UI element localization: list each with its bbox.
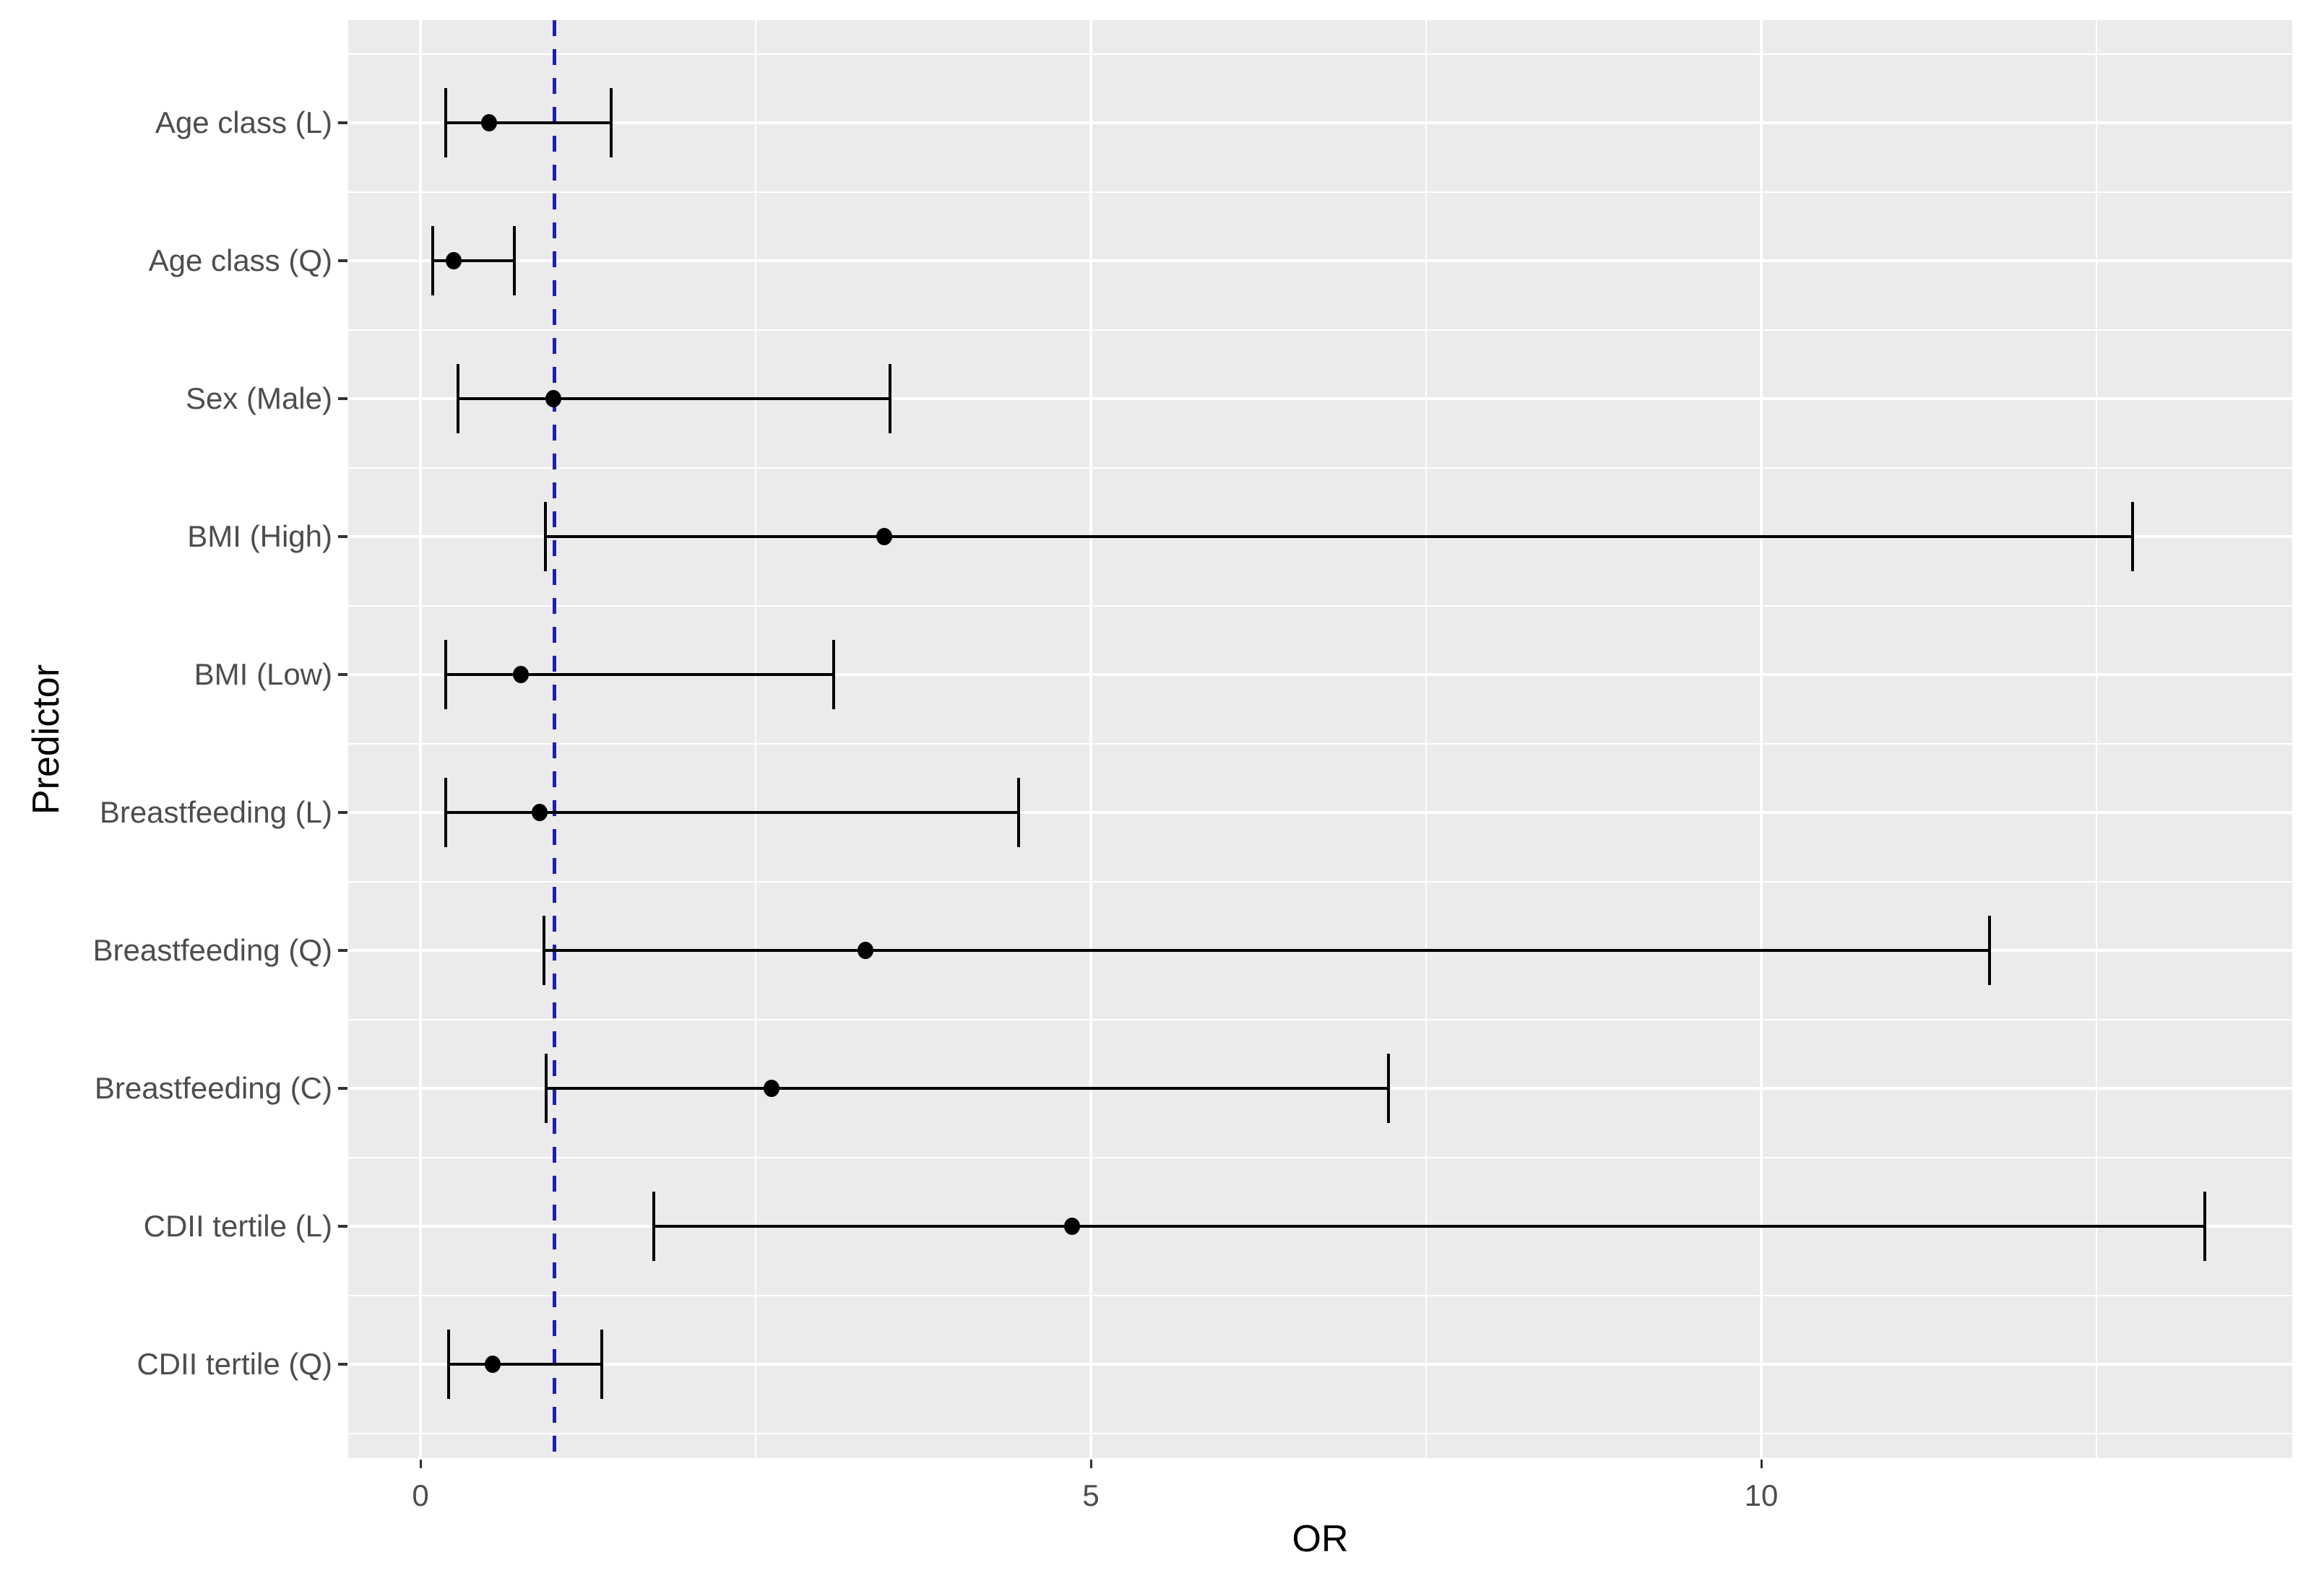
ci-cap-low xyxy=(444,640,448,709)
x-axis-tick xyxy=(419,1460,422,1468)
y-axis-category-label: Age class (Q) xyxy=(148,243,332,277)
minor-v-gridline xyxy=(1425,20,1427,1458)
ci-cap-high xyxy=(2131,502,2135,571)
ci-cap-low xyxy=(652,1192,655,1261)
y-axis-tick xyxy=(338,1087,347,1090)
or-point xyxy=(513,666,530,683)
y-axis-category-label: CDII tertile (Q) xyxy=(137,1347,332,1381)
ci-cap-low xyxy=(543,502,547,571)
y-axis-tick xyxy=(338,535,347,538)
x-axis-title: OR xyxy=(1292,1518,1349,1560)
or-point xyxy=(545,390,561,407)
minor-h-gridline xyxy=(348,742,2292,745)
ci-cap-high xyxy=(1387,1054,1391,1123)
ci-line xyxy=(653,1225,2206,1228)
y-axis-tick xyxy=(338,121,347,124)
ci-cap-low xyxy=(444,778,448,847)
or-point xyxy=(480,114,497,131)
or-point xyxy=(858,942,874,959)
or-point xyxy=(1064,1218,1081,1235)
ci-cap-high xyxy=(1987,916,1991,985)
y-axis-category-label: Breastfeeding (Q) xyxy=(92,933,333,967)
minor-h-gridline xyxy=(348,1018,2292,1020)
or-point xyxy=(446,252,462,269)
y-axis-category-label: Breastfeeding (C) xyxy=(94,1071,332,1105)
y-axis-tick xyxy=(338,673,347,676)
reference-line-or-1 xyxy=(553,20,557,1458)
major-v-gridline xyxy=(1760,20,1763,1458)
minor-h-gridline xyxy=(348,329,2292,331)
ci-cap-low xyxy=(542,916,545,985)
y-axis-tick xyxy=(338,1363,347,1366)
ci-cap-high xyxy=(600,1330,603,1399)
major-h-gridline xyxy=(348,673,2292,676)
ci-cap-low xyxy=(431,226,434,295)
ci-line xyxy=(546,1087,1389,1090)
minor-h-gridline xyxy=(348,467,2292,469)
y-axis-tick xyxy=(338,259,347,262)
y-axis-tick xyxy=(338,811,347,814)
ci-cap-high xyxy=(888,364,891,433)
ci-line xyxy=(448,1363,602,1366)
y-axis-category-label: BMI (Low) xyxy=(194,657,332,691)
y-axis-category-label: Breastfeeding (L) xyxy=(99,795,332,829)
or-point xyxy=(876,528,893,545)
major-h-gridline xyxy=(348,121,2292,124)
ci-line xyxy=(446,673,834,676)
y-axis-tick xyxy=(338,949,347,952)
x-axis-tick-label: 0 xyxy=(412,1478,429,1512)
y-axis-category-label: BMI (High) xyxy=(187,519,332,553)
minor-h-gridline xyxy=(348,1432,2292,1434)
ci-cap-low xyxy=(456,364,459,433)
plot-panel xyxy=(348,20,2292,1458)
ci-cap-low xyxy=(545,1054,548,1123)
ci-cap-high xyxy=(2203,1192,2207,1261)
or-point xyxy=(764,1080,780,1097)
minor-h-gridline xyxy=(348,880,2292,883)
major-h-gridline xyxy=(348,811,2292,814)
ci-cap-high xyxy=(1016,778,1020,847)
x-axis-tick xyxy=(1089,1460,1092,1468)
minor-h-gridline xyxy=(348,191,2292,193)
ci-cap-high xyxy=(831,640,835,709)
y-axis-tick xyxy=(338,1225,347,1228)
major-v-gridline xyxy=(1089,20,1092,1458)
ci-cap-low xyxy=(444,88,448,157)
minor-v-gridline xyxy=(755,20,756,1458)
or-point xyxy=(532,804,548,821)
major-h-gridline xyxy=(348,259,2292,262)
major-h-gridline xyxy=(348,1363,2292,1366)
ci-cap-low xyxy=(446,1330,450,1399)
ci-line xyxy=(432,259,514,262)
ci-cap-high xyxy=(512,226,516,295)
minor-h-gridline xyxy=(348,1156,2292,1158)
ci-line xyxy=(545,535,2133,538)
ci-line xyxy=(446,121,611,124)
minor-v-gridline xyxy=(2096,20,2097,1458)
minor-h-gridline xyxy=(348,1294,2292,1296)
y-axis-category-label: CDII tertile (L) xyxy=(143,1209,332,1243)
x-axis-tick-label: 10 xyxy=(1744,1478,1779,1512)
or-point xyxy=(485,1356,501,1373)
y-axis-tick xyxy=(338,397,347,400)
major-v-gridline xyxy=(419,20,422,1458)
x-axis-tick xyxy=(1760,1460,1763,1468)
y-axis-title: Predictor xyxy=(25,664,67,815)
y-axis-category-label: Sex (Male) xyxy=(185,381,332,415)
major-h-gridline xyxy=(348,397,2292,400)
ci-line xyxy=(543,949,1990,952)
minor-h-gridline xyxy=(348,604,2292,607)
x-axis-tick-label: 5 xyxy=(1082,1478,1100,1512)
ci-cap-high xyxy=(609,88,613,157)
ci-line xyxy=(457,397,890,400)
y-axis-category-label: Age class (L) xyxy=(155,105,332,139)
ci-line xyxy=(446,811,1019,814)
minor-h-gridline xyxy=(348,53,2292,55)
